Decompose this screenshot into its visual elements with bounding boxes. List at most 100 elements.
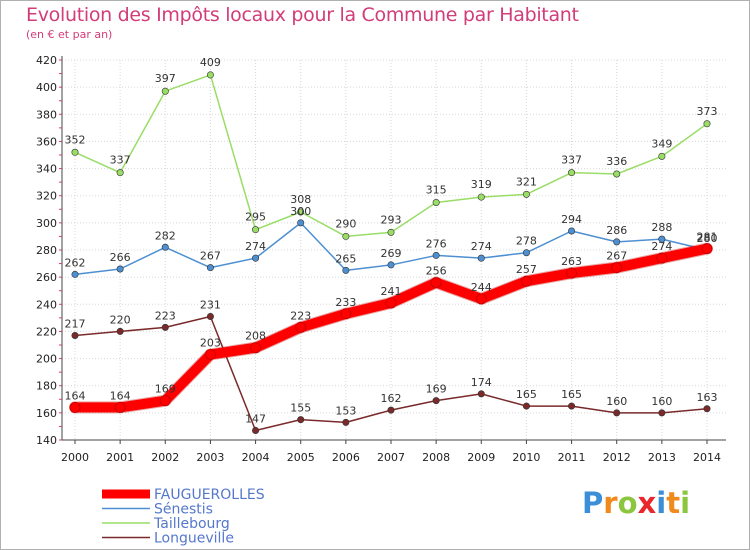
logo-letter: r (603, 486, 618, 520)
y-tick-label-380: 380 (36, 108, 57, 121)
data-point (522, 402, 530, 410)
data-label: 233 (335, 296, 356, 309)
data-point (613, 238, 621, 246)
data-point (204, 349, 216, 360)
data-label: 300 (290, 205, 311, 218)
data-label: 294 (561, 213, 582, 226)
data-label: 262 (65, 256, 86, 269)
data-point (658, 235, 666, 243)
data-point (656, 252, 668, 264)
data-point (252, 426, 260, 434)
data-point (613, 170, 621, 178)
data-point (432, 199, 440, 207)
data-point (116, 265, 124, 273)
chart-title: Evolution des Impôts locaux pour la Comm… (26, 4, 579, 26)
data-point (658, 152, 666, 160)
data-point (385, 297, 397, 309)
y-tick-label-140: 140 (36, 434, 57, 447)
data-label: 319 (471, 178, 492, 191)
data-label: 282 (155, 229, 176, 242)
data-label: 169 (426, 383, 447, 396)
logo-letter: o (617, 486, 638, 520)
data-label: 217 (65, 318, 86, 331)
x-tick-label-2012: 2012 (603, 451, 631, 464)
x-tick-label-2000: 2000 (61, 451, 89, 464)
data-point (432, 251, 440, 259)
axes: 140 160 180 200 220 240 260 280 300 320 340 360 380 4… (36, 54, 726, 464)
data-label: 409 (200, 56, 221, 69)
legend-label-FAUGUEROLLES: FAUGUEROLLES (154, 487, 265, 503)
data-point (297, 219, 305, 227)
data-point (342, 232, 350, 240)
series-lines (69, 71, 713, 434)
data-label: 274 (651, 240, 672, 253)
x-tick-label-2002: 2002 (151, 451, 179, 464)
data-label: 321 (516, 175, 537, 188)
x-tick-label-2008: 2008 (422, 451, 450, 464)
data-point (342, 266, 350, 274)
data-point (611, 262, 623, 274)
x-tick-label-2005: 2005 (287, 451, 315, 464)
data-label: 276 (426, 237, 447, 250)
data-point (206, 312, 214, 320)
data-point (432, 397, 440, 405)
data-label: 256 (426, 265, 447, 278)
y-tick-label-340: 340 (36, 163, 57, 176)
data-label: 269 (381, 247, 402, 260)
data-label: 295 (245, 211, 266, 224)
data-point (161, 243, 169, 251)
logo-letter: i (680, 486, 691, 520)
x-tick-label-2001: 2001 (106, 451, 134, 464)
x-tick-label-2013: 2013 (648, 451, 676, 464)
data-label: 290 (335, 217, 356, 230)
data-point (252, 254, 260, 262)
y-tick-label-240: 240 (36, 298, 57, 311)
data-label: 281 (697, 231, 718, 244)
data-point (206, 71, 214, 79)
data-point (297, 208, 305, 216)
data-point (387, 228, 395, 236)
data-point (116, 169, 124, 177)
data-point (342, 418, 350, 426)
data-label: 274 (245, 240, 266, 253)
legend: FAUGUEROLLESSénestisTaillebourgLonguevil… (102, 487, 265, 547)
data-point (340, 308, 352, 320)
data-label: 223 (290, 309, 311, 322)
data-label: 174 (471, 376, 492, 389)
logo-letter: x (637, 486, 657, 520)
data-label: 208 (245, 330, 266, 343)
data-label: 153 (335, 404, 356, 417)
y-tick-label-300: 300 (36, 217, 57, 230)
data-point (613, 409, 621, 417)
logo-letter: i (656, 486, 667, 520)
data-point (520, 275, 532, 287)
data-label: 280 (697, 232, 718, 245)
data-point (69, 401, 81, 413)
data-label: 286 (606, 224, 627, 237)
data-point (387, 406, 395, 414)
y-tick-label-180: 180 (36, 380, 57, 393)
data-point (295, 321, 307, 333)
data-point (568, 169, 576, 177)
data-point (71, 148, 79, 156)
y-tick-label-360: 360 (36, 135, 57, 148)
data-label: 164 (65, 389, 86, 402)
data-point (475, 293, 487, 305)
data-label: 147 (245, 413, 266, 426)
y-tick-label-200: 200 (36, 353, 57, 366)
data-point (161, 323, 169, 331)
data-label: 220 (110, 313, 131, 326)
x-tick-label-2007: 2007 (377, 451, 405, 464)
data-point (477, 390, 485, 398)
y-tick-label-220: 220 (36, 325, 57, 338)
y-tick-label-420: 420 (36, 54, 57, 67)
y-tick-label-280: 280 (36, 244, 57, 257)
y-tick-label-260: 260 (36, 271, 57, 284)
logo-letter: t (666, 486, 681, 520)
x-tick-label-2014: 2014 (693, 451, 721, 464)
x-tick-label-2006: 2006 (332, 451, 360, 464)
data-point (522, 190, 530, 198)
data-label: 241 (381, 285, 402, 298)
data-label: 265 (335, 252, 356, 265)
